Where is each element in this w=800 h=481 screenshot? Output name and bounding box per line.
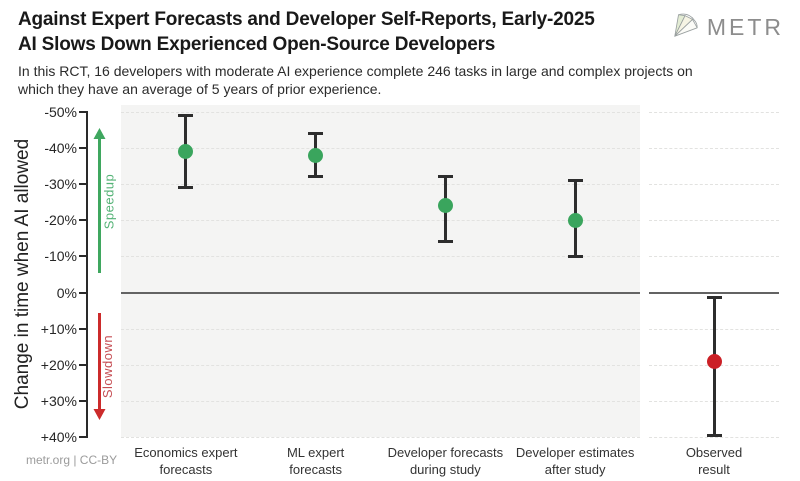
speedup-label: Speedup [101, 173, 117, 230]
category-label: Developer estimates after study [500, 444, 650, 478]
figure-subtitle: In this RCT, 16 developers with moderate… [18, 63, 693, 97]
error-bar-cap-bottom [437, 240, 453, 244]
title-line-1: Against Expert Forecasts and Developer S… [18, 9, 595, 30]
y-tick-label: +10% [40, 320, 77, 337]
brand-name: METR [706, 14, 784, 40]
category-label-line: Developer estimates [515, 445, 635, 460]
y-axis-spine [86, 110, 88, 438]
zero-line [649, 291, 779, 294]
page-title: Against Expert Forecasts and Developer S… [18, 7, 698, 57]
gridline [121, 111, 640, 113]
metr-logo: METR [672, 11, 784, 44]
data-point-marker [308, 147, 324, 163]
category-label-line: ML expert [286, 445, 345, 460]
gridline [121, 328, 640, 330]
data-point-marker [437, 198, 453, 214]
gridline [121, 364, 640, 366]
gridline [649, 148, 779, 150]
data-point-marker [706, 353, 722, 369]
y-axis-tick [79, 435, 86, 438]
category-label-line: after study [544, 462, 606, 477]
error-bar-cap-top [178, 114, 194, 118]
gridline [121, 184, 640, 186]
gridline [121, 256, 640, 258]
category-label-line: Economics expert [134, 445, 238, 460]
error-bar-cap-bottom [308, 175, 324, 179]
slowdown-label: Slowdown [100, 334, 116, 399]
y-axis-tick [79, 219, 86, 222]
data-point-marker [178, 144, 194, 160]
category-label-line: result [698, 462, 730, 477]
error-bar-cap-top [437, 175, 453, 179]
y-axis-tick [79, 183, 86, 186]
y-tick-label: -40% [44, 140, 77, 157]
y-tick-label: 0% [56, 284, 77, 301]
data-point-marker [567, 212, 583, 228]
title-line-2: AI Slows Down Experienced Open-Source De… [18, 34, 496, 55]
slowdown-arrow-icon [93, 313, 106, 425]
y-axis-tick [79, 327, 86, 330]
gem-icon [672, 11, 700, 44]
category-label-line: during study [409, 462, 481, 477]
y-axis-tick [79, 291, 86, 294]
gridline [649, 111, 779, 113]
y-tick-label: +20% [40, 356, 77, 373]
gridline [649, 256, 779, 258]
category-label-line: Developer forecasts [387, 445, 504, 460]
error-bar-cap-top [567, 179, 583, 183]
y-tick-label: +30% [40, 392, 77, 409]
y-tick-label: -10% [44, 248, 77, 265]
error-bar-cap-bottom [706, 433, 722, 437]
y-tick-label: +40% [40, 428, 77, 445]
plot-panel [121, 105, 640, 438]
category-label-line: Observed [685, 445, 743, 460]
gridline [649, 220, 779, 222]
error-bar-cap-top [706, 296, 722, 300]
y-axis-tick [79, 399, 86, 402]
category-label: Economics expert forecasts [111, 444, 261, 478]
speedup-arrow-icon [93, 128, 106, 278]
y-axis-tick [79, 363, 86, 366]
gridline [649, 436, 779, 438]
category-label-line: forecasts [159, 462, 213, 477]
gridline [649, 184, 779, 186]
category-label: ML expert forecasts [241, 444, 391, 478]
y-axis-tick [79, 147, 86, 150]
y-axis-tick [79, 255, 86, 258]
category-label: Observed result [639, 444, 789, 478]
error-bar-cap-bottom [178, 186, 194, 190]
y-axis-tick [79, 110, 86, 113]
category-label-line: forecasts [289, 462, 342, 477]
gridline [121, 148, 640, 150]
license-credit: metr.org | CC-BY [26, 453, 118, 467]
gridline [121, 400, 640, 402]
error-bar-cap-top [308, 132, 324, 136]
gridline [121, 436, 640, 438]
y-tick-label: -20% [44, 212, 77, 229]
zero-line [121, 291, 640, 294]
error-bar-cap-bottom [567, 254, 583, 258]
gridline [121, 220, 640, 222]
category-label: Developer forecasts during study [370, 444, 520, 478]
y-tick-label: -50% [44, 103, 77, 120]
y-tick-label: -30% [44, 176, 77, 193]
